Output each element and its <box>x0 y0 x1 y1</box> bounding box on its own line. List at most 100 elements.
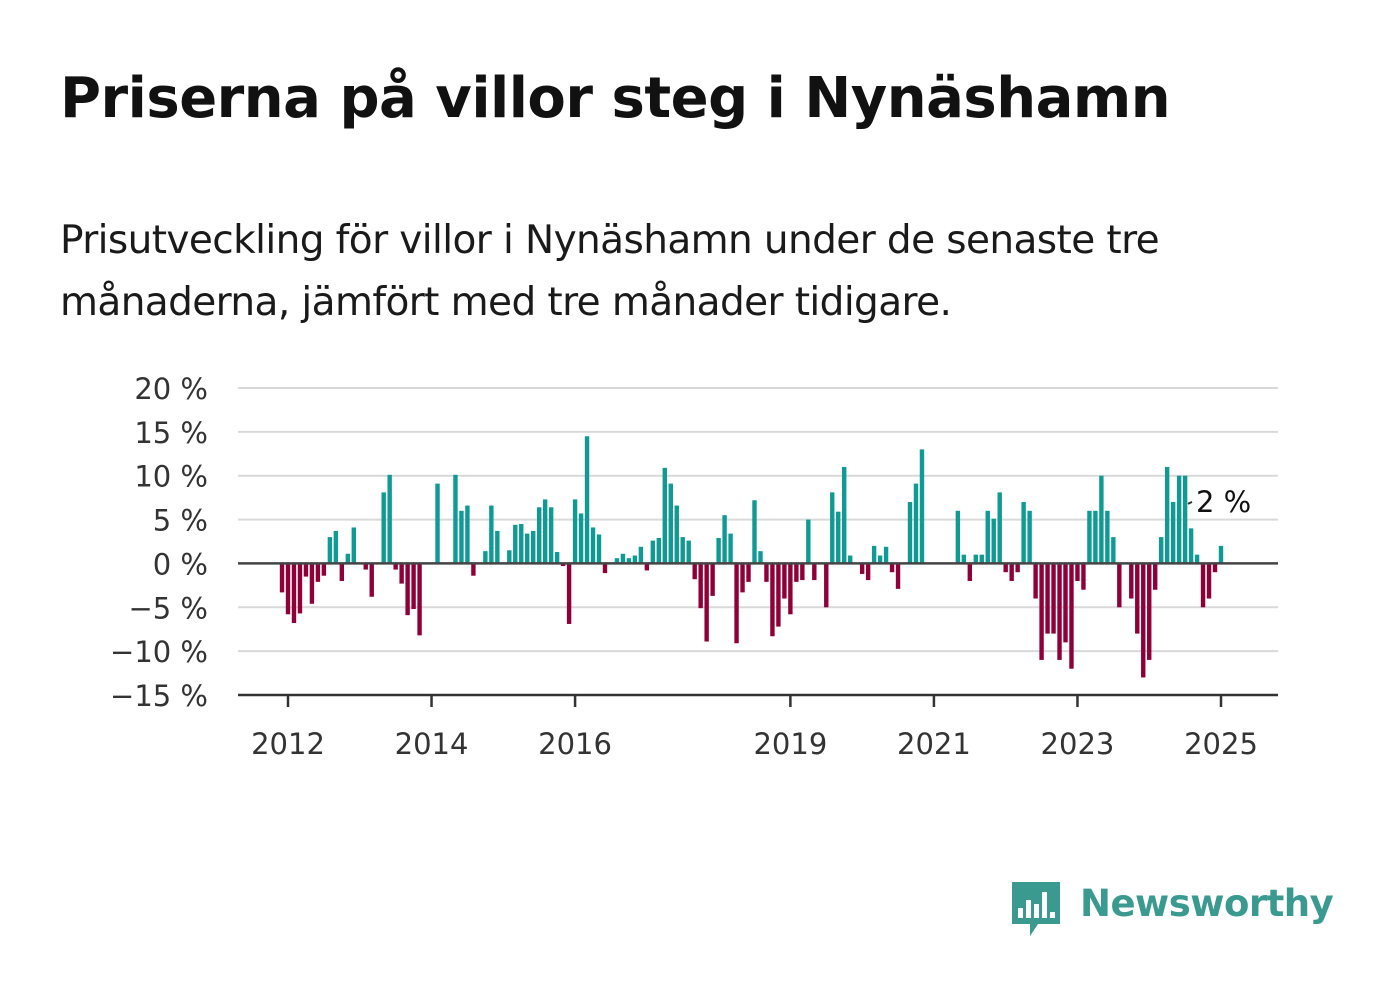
bar <box>566 563 572 624</box>
bar <box>668 483 673 564</box>
bar <box>1158 537 1164 564</box>
bar <box>1021 502 1026 564</box>
bar <box>602 563 608 574</box>
bar <box>752 500 757 564</box>
y-tick-label: −10 % <box>110 635 208 669</box>
bar <box>788 563 793 615</box>
bar <box>495 530 500 564</box>
bar <box>895 563 901 589</box>
bar <box>704 563 709 642</box>
bar <box>1063 563 1068 643</box>
bar <box>285 563 291 615</box>
bar <box>865 563 871 581</box>
bar <box>411 563 416 610</box>
bar <box>321 563 327 576</box>
bar <box>806 519 811 564</box>
bar <box>1045 563 1050 634</box>
bar <box>1153 563 1158 590</box>
bar <box>782 563 787 599</box>
bar <box>746 563 751 582</box>
bar <box>1176 475 1182 564</box>
y-tick-label: −15 % <box>110 679 208 713</box>
bar <box>830 492 835 564</box>
bar <box>614 558 620 564</box>
bar <box>1129 563 1134 599</box>
bar <box>309 563 315 604</box>
bar <box>985 510 990 564</box>
bar <box>489 505 494 564</box>
bar <box>650 540 656 564</box>
bar <box>674 505 679 564</box>
bar <box>710 563 715 596</box>
bar <box>291 563 297 624</box>
bar <box>363 563 368 570</box>
bar <box>859 563 865 574</box>
bar <box>333 530 339 564</box>
tick-labels: 20 % 15 % 10 % 5 % 0 % −5 % −10 % −15 % 2012 2014… <box>110 372 1258 761</box>
x-tick-label: 2023 <box>1041 727 1115 761</box>
bar <box>656 537 662 564</box>
bar <box>812 563 817 581</box>
bar <box>824 563 829 608</box>
bar <box>1033 563 1038 599</box>
bar <box>465 505 470 564</box>
bar <box>877 555 883 564</box>
bar <box>800 563 805 581</box>
bar <box>315 563 321 582</box>
bar <box>279 563 285 593</box>
bar <box>638 546 644 564</box>
bar <box>1147 563 1152 660</box>
bar <box>536 507 542 564</box>
bar <box>1051 563 1056 634</box>
bar <box>1135 563 1140 634</box>
bar <box>1141 563 1146 678</box>
bar <box>1069 563 1074 669</box>
bar <box>991 518 996 564</box>
bar <box>734 563 739 644</box>
bar <box>907 502 913 564</box>
bar <box>369 563 374 597</box>
bar <box>1182 475 1188 564</box>
bar <box>405 563 410 616</box>
bar <box>686 540 691 564</box>
y-tick-label: 20 % <box>134 372 208 406</box>
chart-subtitle: Prisutveckling för villor i Nynäshamn un… <box>60 218 1160 325</box>
bar <box>1200 563 1206 608</box>
bar <box>1218 545 1224 564</box>
bar <box>1027 510 1032 564</box>
x-tick-label: 2021 <box>897 727 971 761</box>
x-tick-label: 2025 <box>1184 727 1258 761</box>
bar <box>560 563 566 567</box>
y-tick-label: 15 % <box>134 416 208 450</box>
bar <box>1039 563 1044 660</box>
y-tick-label: 0 % <box>153 547 208 581</box>
bar <box>967 563 973 581</box>
bar <box>471 563 476 576</box>
annotation-label: 2 % <box>1196 485 1251 519</box>
bar <box>1093 510 1098 564</box>
bar <box>961 554 967 564</box>
bar <box>794 563 799 582</box>
x-tick-label: 2019 <box>753 727 827 761</box>
chart-title: Priserna på villor steg i Nynäshamn <box>60 66 1171 131</box>
bar <box>1194 554 1200 564</box>
bar <box>979 554 984 564</box>
bar <box>297 563 303 614</box>
newsworthy-logo: Newsworthy <box>1010 880 1334 940</box>
bar <box>973 554 978 564</box>
grid-lines <box>238 387 1278 653</box>
bar <box>1087 510 1092 564</box>
bar <box>327 537 333 564</box>
bar <box>590 527 596 564</box>
bar <box>722 515 727 564</box>
annotation-pointer <box>1187 500 1193 505</box>
bar <box>1105 510 1110 564</box>
bar <box>1117 563 1122 608</box>
bar <box>548 507 554 564</box>
bar <box>1188 528 1194 564</box>
bar <box>1081 563 1086 590</box>
bar <box>889 563 895 573</box>
bar <box>716 537 721 564</box>
bar <box>836 511 841 564</box>
